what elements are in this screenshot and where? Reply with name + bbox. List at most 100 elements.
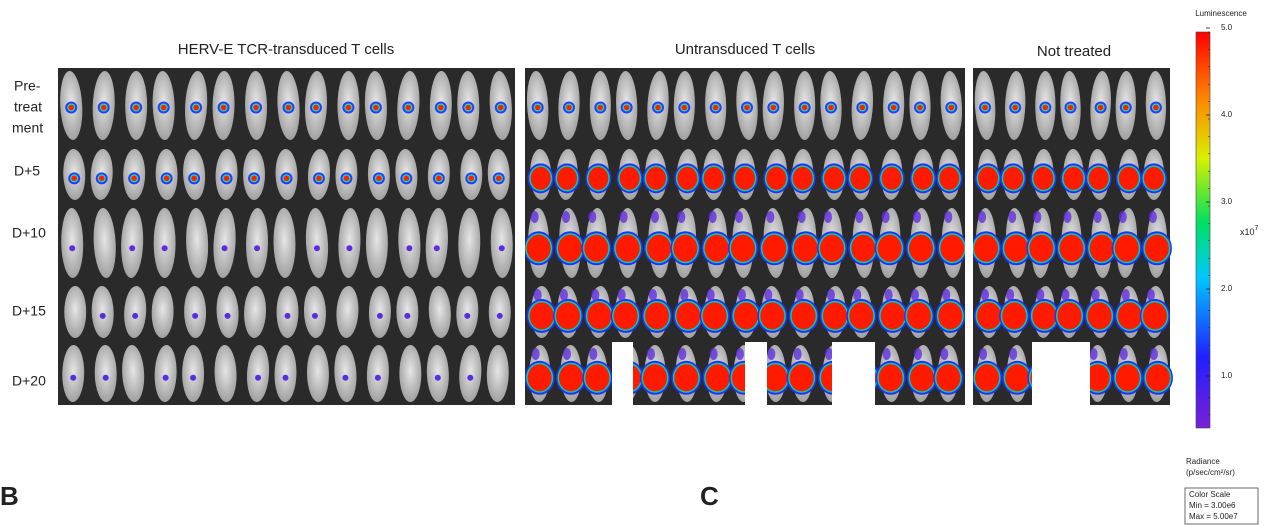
signal <box>1120 348 1128 360</box>
signal <box>651 211 659 223</box>
signal <box>344 176 350 182</box>
colorbar: Luminescence 5.04.03.02.01.0 x107 Radian… <box>1185 9 1259 524</box>
signal <box>1089 167 1109 190</box>
signal <box>1002 302 1026 329</box>
figure: HERV-E TCR-transduced T cells Untransduc… <box>0 0 1264 525</box>
signal <box>556 302 580 329</box>
signal <box>909 235 933 262</box>
panel-gap <box>965 68 973 406</box>
signal <box>164 176 170 182</box>
signal <box>1149 211 1157 223</box>
signal <box>827 289 835 301</box>
mouse <box>399 345 421 402</box>
signal <box>588 167 608 190</box>
signal <box>377 313 383 319</box>
signal <box>703 302 727 329</box>
colorbar-tick-label: 5.0 <box>1221 23 1233 32</box>
signal <box>1123 105 1129 111</box>
colorbar-tick-label: 1.0 <box>1221 371 1233 380</box>
signal <box>563 348 571 360</box>
signal <box>1098 105 1104 111</box>
signal <box>914 348 922 360</box>
signal <box>982 105 988 111</box>
signal <box>255 375 261 381</box>
signal <box>766 167 786 190</box>
scale-text: Max = 5.00e7 <box>1189 512 1238 521</box>
signal <box>161 105 167 111</box>
signal <box>975 364 999 391</box>
signal <box>938 302 962 329</box>
signal <box>70 375 76 381</box>
signal <box>438 105 444 111</box>
signal <box>1115 235 1139 262</box>
signal <box>1116 364 1140 391</box>
signal <box>764 289 772 301</box>
signal <box>731 235 755 262</box>
signal <box>222 245 228 251</box>
signal <box>645 302 669 329</box>
signal <box>531 211 539 223</box>
signal <box>879 364 903 391</box>
signal <box>557 167 577 190</box>
signal <box>469 176 475 182</box>
signal <box>936 364 960 391</box>
signal <box>534 289 542 301</box>
signal <box>404 176 410 182</box>
signal <box>885 289 893 301</box>
signal <box>466 105 472 111</box>
colorbar-tick-label: 4.0 <box>1221 110 1233 119</box>
signal <box>404 313 410 319</box>
signal <box>828 105 834 111</box>
signal <box>796 289 804 301</box>
signal <box>624 105 630 111</box>
signal <box>792 302 816 329</box>
signal <box>1032 302 1056 329</box>
signal <box>677 211 685 223</box>
signal <box>649 289 657 301</box>
signal <box>1144 167 1164 190</box>
signal <box>940 348 948 360</box>
scale-text: Min = 3.00e6 <box>1189 501 1236 510</box>
signal <box>907 302 931 329</box>
signal <box>1064 167 1084 190</box>
signal <box>762 235 786 262</box>
signal <box>101 105 107 111</box>
signal <box>677 167 697 190</box>
signal <box>221 105 227 111</box>
row-label: Pre- <box>14 78 41 94</box>
signal <box>225 313 231 319</box>
signal <box>674 364 698 391</box>
row-label: ment <box>12 120 43 136</box>
imaging-panels <box>58 68 1173 406</box>
signal <box>1122 289 1130 301</box>
signal <box>802 105 808 111</box>
signal <box>133 105 139 111</box>
signal <box>1058 302 1082 329</box>
signal <box>190 375 196 381</box>
mouse <box>154 208 176 278</box>
signal <box>1043 105 1049 111</box>
missing-mice <box>1032 342 1090 406</box>
signal <box>910 364 934 391</box>
signal <box>585 364 609 391</box>
signal <box>917 105 923 111</box>
signal <box>1090 235 1114 262</box>
signal <box>316 176 322 182</box>
signal <box>882 167 902 190</box>
signal <box>193 105 199 111</box>
signal <box>562 211 570 223</box>
signal <box>314 245 320 251</box>
colorbar-title: Luminescence <box>1195 9 1247 18</box>
signal <box>974 235 998 262</box>
signal <box>853 289 861 301</box>
signal <box>1146 364 1170 391</box>
signal <box>559 364 583 391</box>
signal <box>1143 302 1167 329</box>
signal <box>709 211 717 223</box>
signal <box>192 313 198 319</box>
signal <box>794 235 818 262</box>
signal <box>498 105 504 111</box>
signal <box>940 235 964 262</box>
signal <box>647 348 655 360</box>
multiplier: x10 <box>1240 227 1255 237</box>
